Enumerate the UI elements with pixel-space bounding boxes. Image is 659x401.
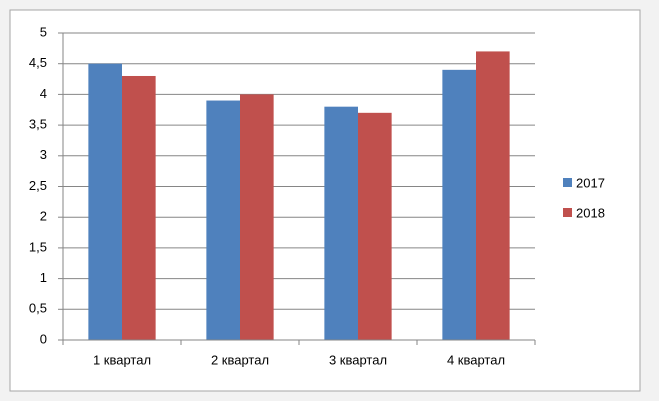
y-tick-label: 1,5 — [29, 239, 47, 254]
y-tick-label: 4 — [40, 86, 47, 101]
bar — [442, 69, 476, 340]
y-tick-label: 0,5 — [29, 301, 47, 316]
y-tick-label: 4,5 — [29, 55, 47, 70]
bar — [476, 51, 510, 341]
y-tick-label: 1 — [40, 270, 47, 285]
y-tick-label: 2 — [40, 209, 47, 224]
y-tick-label: 5 — [40, 24, 47, 39]
legend-swatch — [563, 208, 572, 217]
y-tick-label: 2,5 — [29, 178, 47, 193]
x-tick-label: 2 квартал — [211, 352, 269, 367]
bar — [358, 112, 392, 340]
x-tick-label: 4 квартал — [447, 352, 505, 367]
y-tick-label: 3,5 — [29, 117, 47, 132]
bar — [206, 100, 240, 340]
legend-swatch — [563, 178, 572, 187]
x-tick-label: 1 квартал — [93, 352, 151, 367]
bar — [240, 94, 274, 341]
y-tick-label: 0 — [40, 331, 47, 346]
y-tick-label: 3 — [40, 147, 47, 162]
legend-label: 2018 — [576, 205, 605, 220]
legend-label: 2017 — [576, 175, 605, 190]
bar — [324, 106, 358, 341]
x-tick-label: 3 квартал — [329, 352, 387, 367]
bar — [88, 63, 122, 340]
bar — [122, 75, 156, 340]
